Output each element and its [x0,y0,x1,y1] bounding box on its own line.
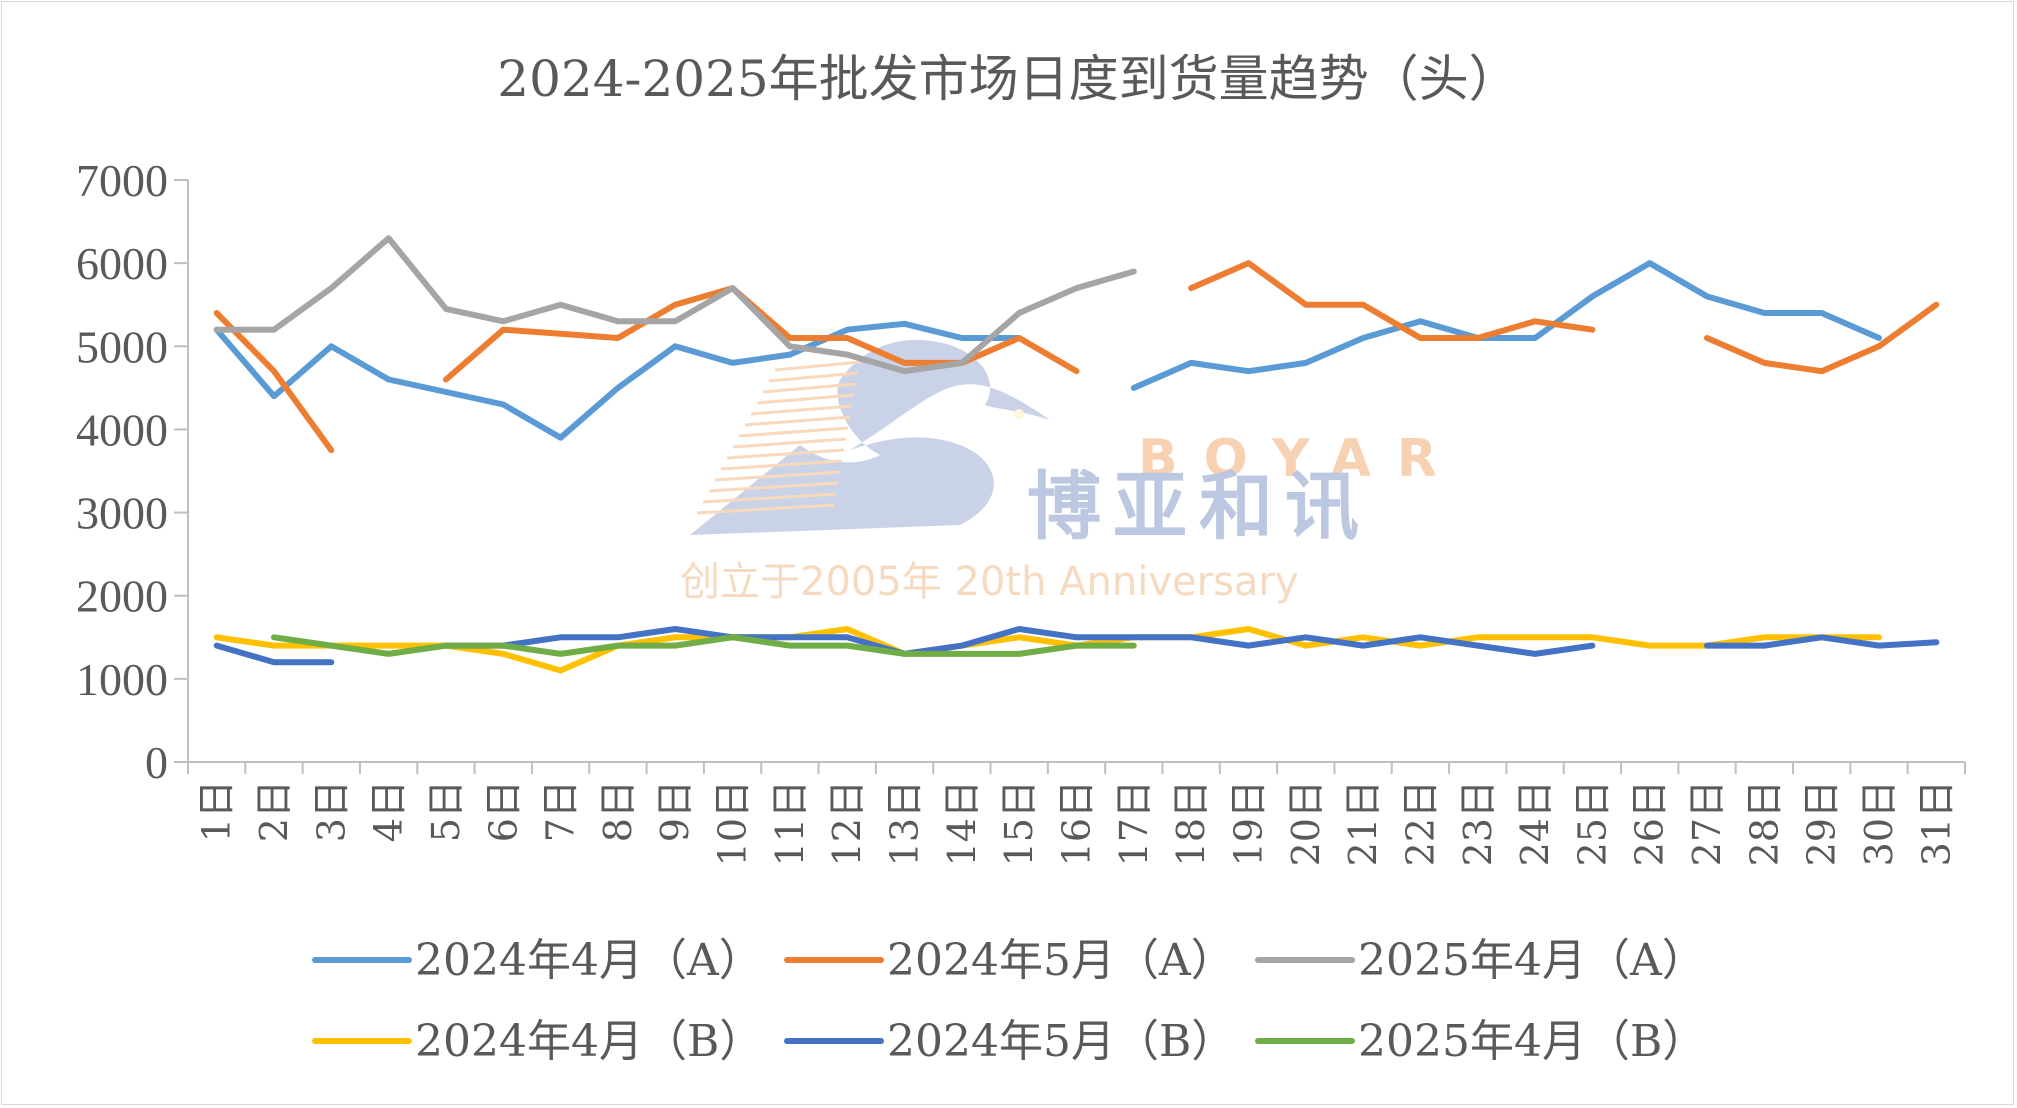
series-line-4 [213,626,1882,674]
series-line-6 [271,634,1137,657]
x-tick-label: 24日 [1513,780,1557,866]
x-tick-label: 7日 [539,780,583,842]
series-segment [1704,301,1940,375]
x-tick-label: 16日 [1055,780,1099,866]
x-tick-label: 19日 [1226,780,1270,866]
x-tick-label: 13日 [883,780,927,866]
series-segment [213,642,335,666]
legend-item-2: 2024年5月（A） [784,935,1235,986]
x-tick-label: 17日 [1112,780,1156,866]
y-tick-label: 3000 [76,488,168,539]
legend-label: 2024年4月（B） [415,1016,763,1067]
y-tick-label: 7000 [76,155,168,206]
legend-item-1: 2024年4月（A） [312,935,763,986]
x-tick-label: 12日 [825,780,869,866]
x-tick-label: 22日 [1398,780,1442,866]
x-tick-label: 26日 [1628,780,1672,866]
x-tick-label: 11日 [768,780,812,866]
x-tick-label: 9日 [653,780,697,842]
y-axis-ticks: 0 1000 2000 3000 4000 5000 6000 7000 [76,155,188,788]
series-segment [213,626,1882,674]
legend-item-3: 2025年4月（A） [1255,935,1706,986]
x-tick-label: 21日 [1341,780,1385,866]
series-lines [213,235,1940,674]
x-tick-label: 1日 [195,780,239,842]
series-segment [213,320,1023,441]
x-tick-label: 15日 [997,780,1041,866]
legend: 2024年4月（A） 2024年5月（A） 2025年4月（A） 2024年4月（B）… [312,935,1706,1067]
y-tick-label: 6000 [76,238,168,289]
axes [187,180,1965,763]
y-tick-label: 1000 [76,654,168,705]
legend-item-5: 2024年5月（B） [784,1016,1235,1067]
x-axis-ticks: 1日 2日 3日 4日 5日 6日 7日 8日 9日 10日 11日 12日 13日 14日 15日 16日 1… [187,762,1966,866]
x-tick-label: 5日 [424,780,468,842]
y-tick-label: 4000 [76,404,168,455]
series-segment [213,310,335,454]
x-tick-label: 8日 [596,780,640,842]
x-tick-label: 20日 [1284,780,1328,866]
boyar-watermark: BOYAR 博亚和讯 创立于2005年 20th Anniversary [680,339,1463,605]
legend-label: 2025年4月（B） [1358,1016,1706,1067]
x-tick-label: 2日 [252,780,296,842]
legend-item-4: 2024年4月（B） [312,1016,763,1067]
chart-title: 2024-2025年批发市场日度到货量趋势（头） [497,50,1518,108]
x-tick-label: 3日 [309,780,353,842]
x-tick-label: 28日 [1742,780,1786,866]
y-tick-label: 0 [145,737,168,788]
watermark-brand-cn: 博亚和讯 [1027,464,1371,550]
series-line-3 [213,235,1137,375]
series-line-1 [213,260,1882,441]
series-segment [443,285,1080,383]
legend-item-6: 2025年4月（B） [1255,1016,1706,1067]
watermark-brand-en: BOYAR [1138,429,1463,489]
x-tick-label: 18日 [1169,780,1213,866]
legend-label: 2024年4月（A） [415,935,763,986]
x-tick-label: 10日 [711,780,755,866]
x-tick-label: 27日 [1685,780,1729,866]
series-segment [443,626,1596,657]
x-tick-label: 25日 [1570,780,1614,866]
x-tick-label: 30日 [1857,780,1901,866]
legend-label: 2024年5月（A） [887,935,1235,986]
y-tick-label: 2000 [76,571,168,622]
x-tick-label: 31日 [1914,780,1958,866]
x-tick-label: 6日 [481,780,525,842]
series-segment [271,634,1137,657]
series-segment [1130,260,1882,391]
series-segment [213,235,1137,375]
boyar-logo-icon [690,339,1050,535]
x-tick-label: 29日 [1800,780,1844,866]
legend-label: 2024年5月（B） [887,1016,1235,1067]
y-tick-label: 5000 [76,321,168,372]
watermark-tagline: 创立于2005年 20th Anniversary [680,559,1299,605]
legend-label: 2025年4月（A） [1358,935,1706,986]
series-segment [1188,260,1596,341]
x-tick-label: 14日 [940,780,984,866]
series-line-5 [213,626,1940,666]
x-tick-label: 23日 [1456,780,1500,866]
x-tick-label: 4日 [367,780,411,842]
series-segment [1704,634,1940,649]
